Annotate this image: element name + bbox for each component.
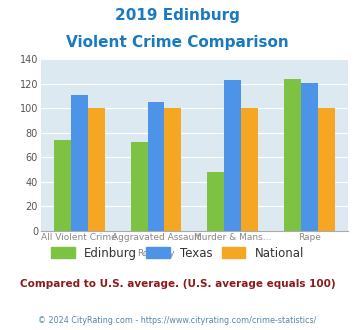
Text: Violent Crime Comparison: Violent Crime Comparison (66, 35, 289, 50)
Bar (301, 83, 318, 231)
Text: Robbery: Robbery (137, 249, 175, 258)
Text: All Violent Crime: All Violent Crime (41, 233, 117, 242)
Text: 2019 Edinburg: 2019 Edinburg (115, 8, 240, 23)
Bar (148, 102, 164, 231)
Text: Aggravated Assault: Aggravated Assault (112, 233, 200, 242)
Bar (284, 79, 301, 231)
Bar (207, 172, 224, 231)
Bar (164, 109, 181, 231)
Text: Rape: Rape (298, 233, 321, 242)
Bar (241, 109, 258, 231)
Bar (54, 140, 71, 231)
Bar (318, 109, 335, 231)
Text: Compared to U.S. average. (U.S. average equals 100): Compared to U.S. average. (U.S. average … (20, 279, 335, 289)
Legend: Edinburg, Texas, National: Edinburg, Texas, National (51, 247, 304, 260)
Text: Murder & Mans...: Murder & Mans... (194, 233, 272, 242)
Bar (131, 142, 148, 231)
Text: © 2024 CityRating.com - https://www.cityrating.com/crime-statistics/: © 2024 CityRating.com - https://www.city… (38, 316, 317, 325)
Bar (88, 109, 104, 231)
Bar (71, 95, 88, 231)
Bar (224, 80, 241, 231)
